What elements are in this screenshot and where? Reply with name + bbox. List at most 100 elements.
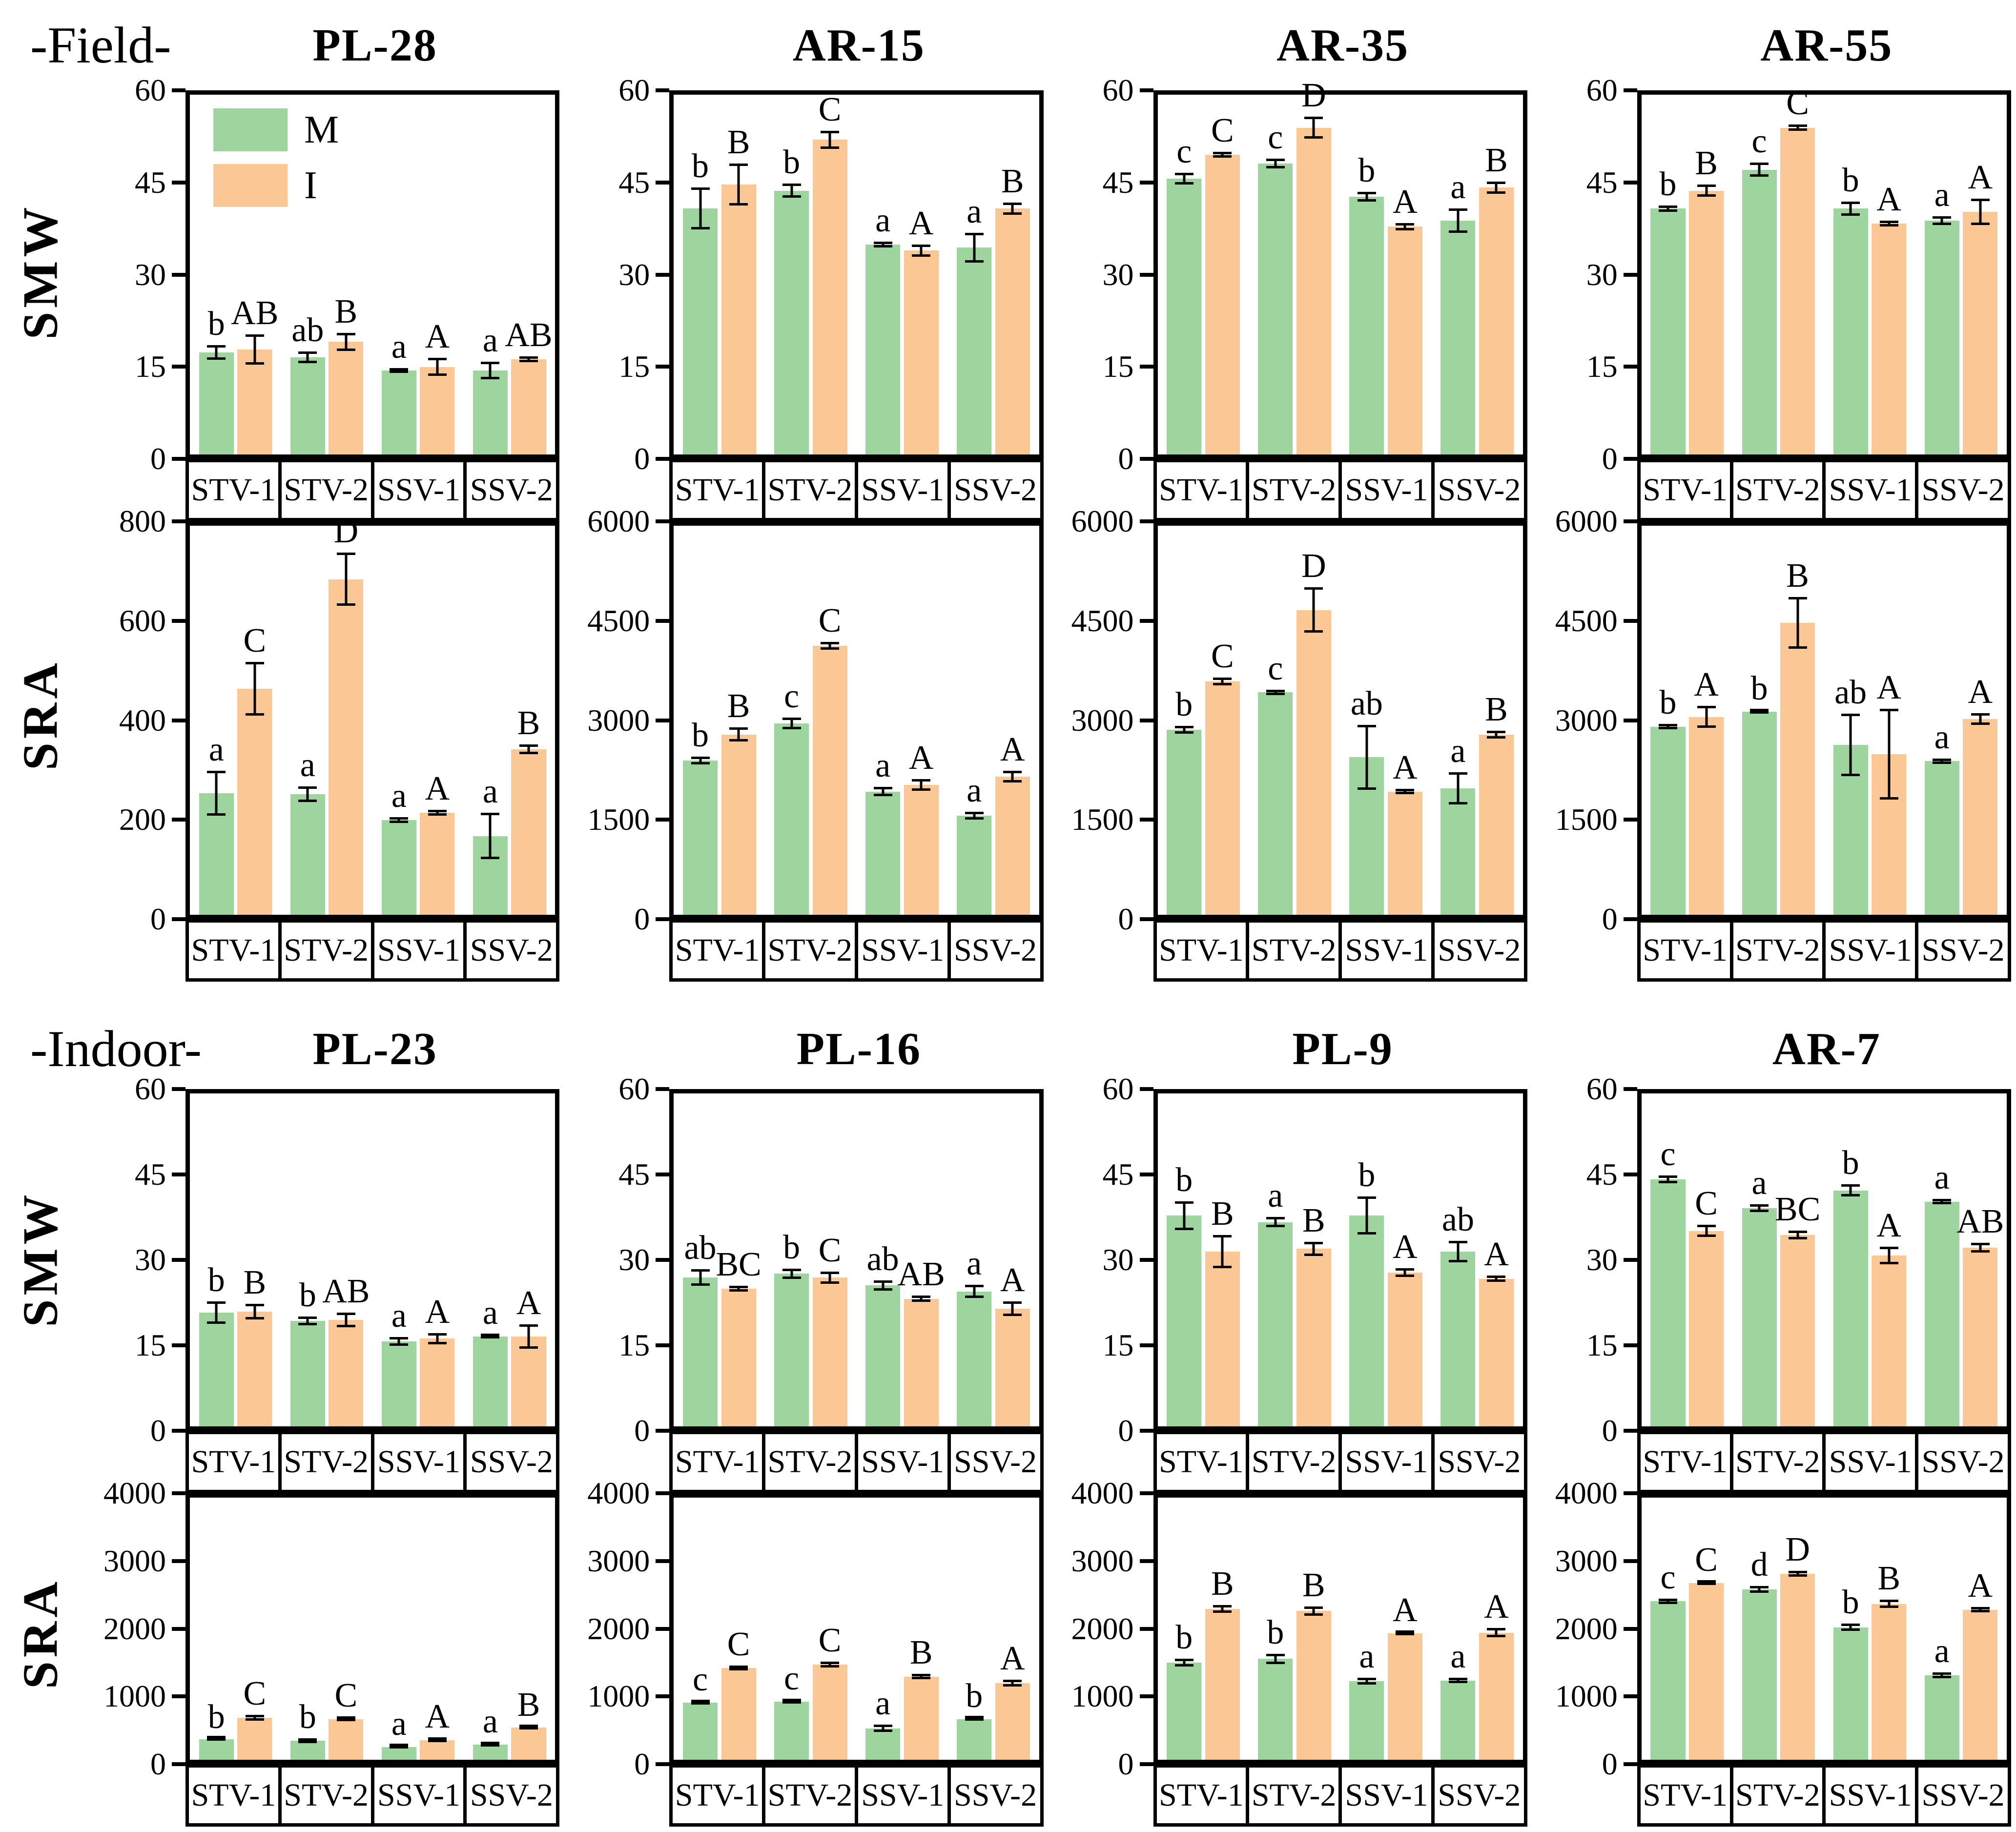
bar-slot-i: A: [995, 526, 1030, 915]
bar-m: [1833, 1190, 1868, 1426]
error-bar: [1841, 1624, 1860, 1631]
bar-i: [904, 250, 939, 454]
bar-slot-m: b: [774, 1093, 809, 1426]
bar-i: [1296, 127, 1331, 454]
error-bar: [1487, 1275, 1506, 1282]
error-bar: [1174, 172, 1193, 185]
x-category-strip: STV-1 STV-2 SSV-1 SSV-2: [1637, 919, 2011, 982]
section-field: -Field- PL-28 AR-15 AR-35 AR-55 SMW 0 15 3…: [0, 0, 2016, 982]
error-bar: [821, 1271, 840, 1284]
bar-slot-m: ab: [865, 1093, 901, 1426]
sig-letter: a: [1751, 1164, 1767, 1202]
error-bar: [1357, 1196, 1376, 1235]
bar-slot-i: A: [1387, 95, 1422, 454]
y-tick: 0: [634, 443, 670, 474]
error-bar: [1448, 1241, 1467, 1262]
y-tick-mark: [172, 1626, 185, 1631]
category-cell-stv-1: STV-1: [1637, 1431, 1733, 1493]
bar-m: [1167, 730, 1202, 915]
error-bar: [481, 1334, 500, 1339]
y-tick: 1500: [1555, 804, 1637, 835]
y-tick-label: 45: [618, 1157, 650, 1192]
y-axis: 0 1500 3000 4500 6000: [1532, 506, 1637, 935]
sig-letter: b: [1358, 152, 1376, 189]
category-cell-stv-2: STV-2: [278, 1764, 374, 1827]
y-tick-label: 60: [1102, 73, 1134, 107]
bar-i: [1963, 211, 1998, 454]
y-tick-mark: [1623, 1087, 1637, 1091]
sig-letter: A: [1393, 1228, 1418, 1266]
bar-i: [237, 688, 272, 915]
bar-slot-i: A: [420, 526, 455, 915]
error-bar: [1304, 587, 1323, 633]
bar-slot-m: b: [1167, 1498, 1202, 1760]
x-category-strip: STV-1 STV-2 SSV-1 SSV-2: [1153, 1764, 1527, 1827]
y-tick-label: 60: [135, 73, 166, 107]
error-bar: [1971, 1242, 1990, 1253]
error-bar: [782, 183, 801, 198]
bar-slot-i: B: [1780, 526, 1815, 915]
y-tick-mark: [1623, 718, 1637, 722]
bar-slot-m: a: [957, 95, 992, 454]
y-tick-label: 3000: [103, 1543, 166, 1578]
bar-slot-i: BC: [1775, 1093, 1820, 1426]
error-bar: [1213, 1235, 1232, 1269]
y-tick-label: 400: [119, 702, 166, 738]
sig-letter: a: [208, 731, 224, 769]
error-bar: [1003, 203, 1022, 215]
bar-i: [237, 1718, 272, 1760]
y-tick: 45: [135, 1159, 185, 1190]
bar-i: [904, 1676, 939, 1760]
sig-letter: b: [1175, 1161, 1193, 1199]
chart-title-cell: AR-7: [1532, 1023, 2016, 1075]
bar-m: [1924, 761, 1959, 915]
error-bar: [1750, 1204, 1769, 1213]
bar-i: [329, 579, 364, 915]
bar-slot-m: ab: [1349, 526, 1384, 915]
bar-slot-m: ab: [1440, 1093, 1476, 1426]
error-bar: [298, 1738, 317, 1743]
y-tick-mark: [1623, 519, 1637, 523]
error-bar: [245, 1715, 264, 1721]
legend-swatch-i: [213, 164, 288, 207]
bar-slot-i: A: [1479, 1093, 1514, 1426]
y-tick: 4500: [1555, 605, 1637, 637]
y-tick-mark: [1623, 1626, 1637, 1631]
bar-slot-i: C: [1780, 86, 1815, 454]
y-tick-mark: [656, 818, 670, 822]
bar-slot-m: a: [381, 1093, 416, 1426]
y-tick: 60: [1103, 75, 1153, 106]
chart-title: AR-55: [1760, 20, 1893, 71]
bar-slot-i: A: [511, 1093, 546, 1426]
y-tick-label: 600: [119, 603, 166, 638]
sig-letter: B: [1877, 1559, 1901, 1597]
sig-letter: b: [1750, 670, 1768, 708]
bar-m: [1258, 692, 1293, 915]
error-bar: [1396, 1268, 1415, 1277]
y-tick-mark: [1139, 1694, 1153, 1699]
y-tick-label: 0: [1118, 1413, 1134, 1448]
error-bar: [965, 811, 984, 820]
bar-m: [1742, 169, 1777, 454]
sig-letter: c: [1660, 1135, 1676, 1173]
sig-letter: b: [783, 1229, 801, 1267]
y-tick-mark: [656, 1087, 670, 1091]
bar-slot-i: C: [1689, 1093, 1724, 1426]
bar-i: [1205, 1609, 1240, 1760]
y-tick-mark: [1623, 180, 1637, 185]
bar-i: [1780, 127, 1815, 454]
y-axis: 0 1000 2000 3000 4000: [81, 1478, 185, 1780]
sig-letter: A: [516, 1284, 541, 1322]
bar-i: [511, 1336, 546, 1426]
sig-letter: b: [1659, 165, 1677, 204]
legend-label-i: I: [304, 164, 317, 207]
sig-letter: A: [425, 769, 450, 807]
sig-letter: A: [1968, 158, 1993, 196]
y-tick-mark: [172, 1491, 185, 1495]
